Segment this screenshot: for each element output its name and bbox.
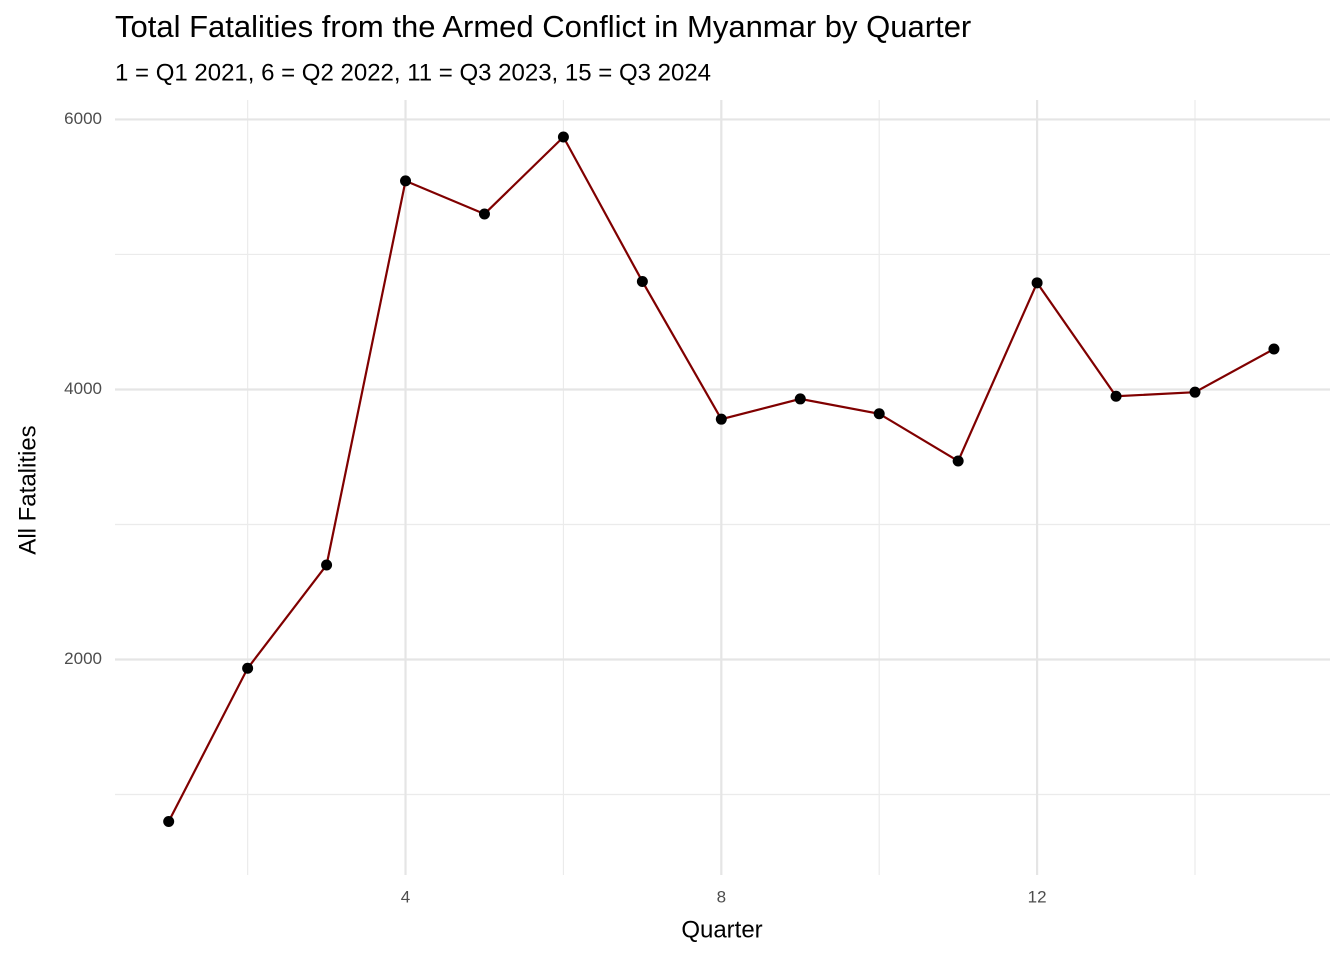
point [478, 208, 490, 220]
point [557, 131, 569, 143]
y-tick-label: 4000 [64, 379, 102, 398]
chart-subtitle: 1 = Q1 2021, 6 = Q2 2022, 11 = Q3 2023, … [115, 59, 711, 86]
point [794, 393, 806, 405]
point [952, 455, 964, 467]
y-tick-label: 6000 [64, 109, 102, 128]
point [1268, 343, 1280, 355]
point [321, 559, 333, 571]
y-tick-label: 2000 [64, 649, 102, 668]
x-tick-label: 8 [717, 887, 726, 906]
point [636, 275, 648, 287]
point [1031, 277, 1043, 289]
y-axis-title: All Fatalities [14, 425, 41, 554]
point [242, 662, 254, 674]
chart-title: Total Fatalities from the Armed Conflict… [115, 9, 971, 44]
point [873, 408, 885, 420]
point [715, 413, 727, 425]
x-axis-title: Quarter [681, 916, 762, 943]
point [1189, 386, 1201, 398]
point [1110, 390, 1122, 402]
point [400, 175, 412, 187]
x-tick-label: 12 [1028, 887, 1047, 906]
x-tick-label: 4 [401, 887, 410, 906]
point [163, 816, 175, 828]
